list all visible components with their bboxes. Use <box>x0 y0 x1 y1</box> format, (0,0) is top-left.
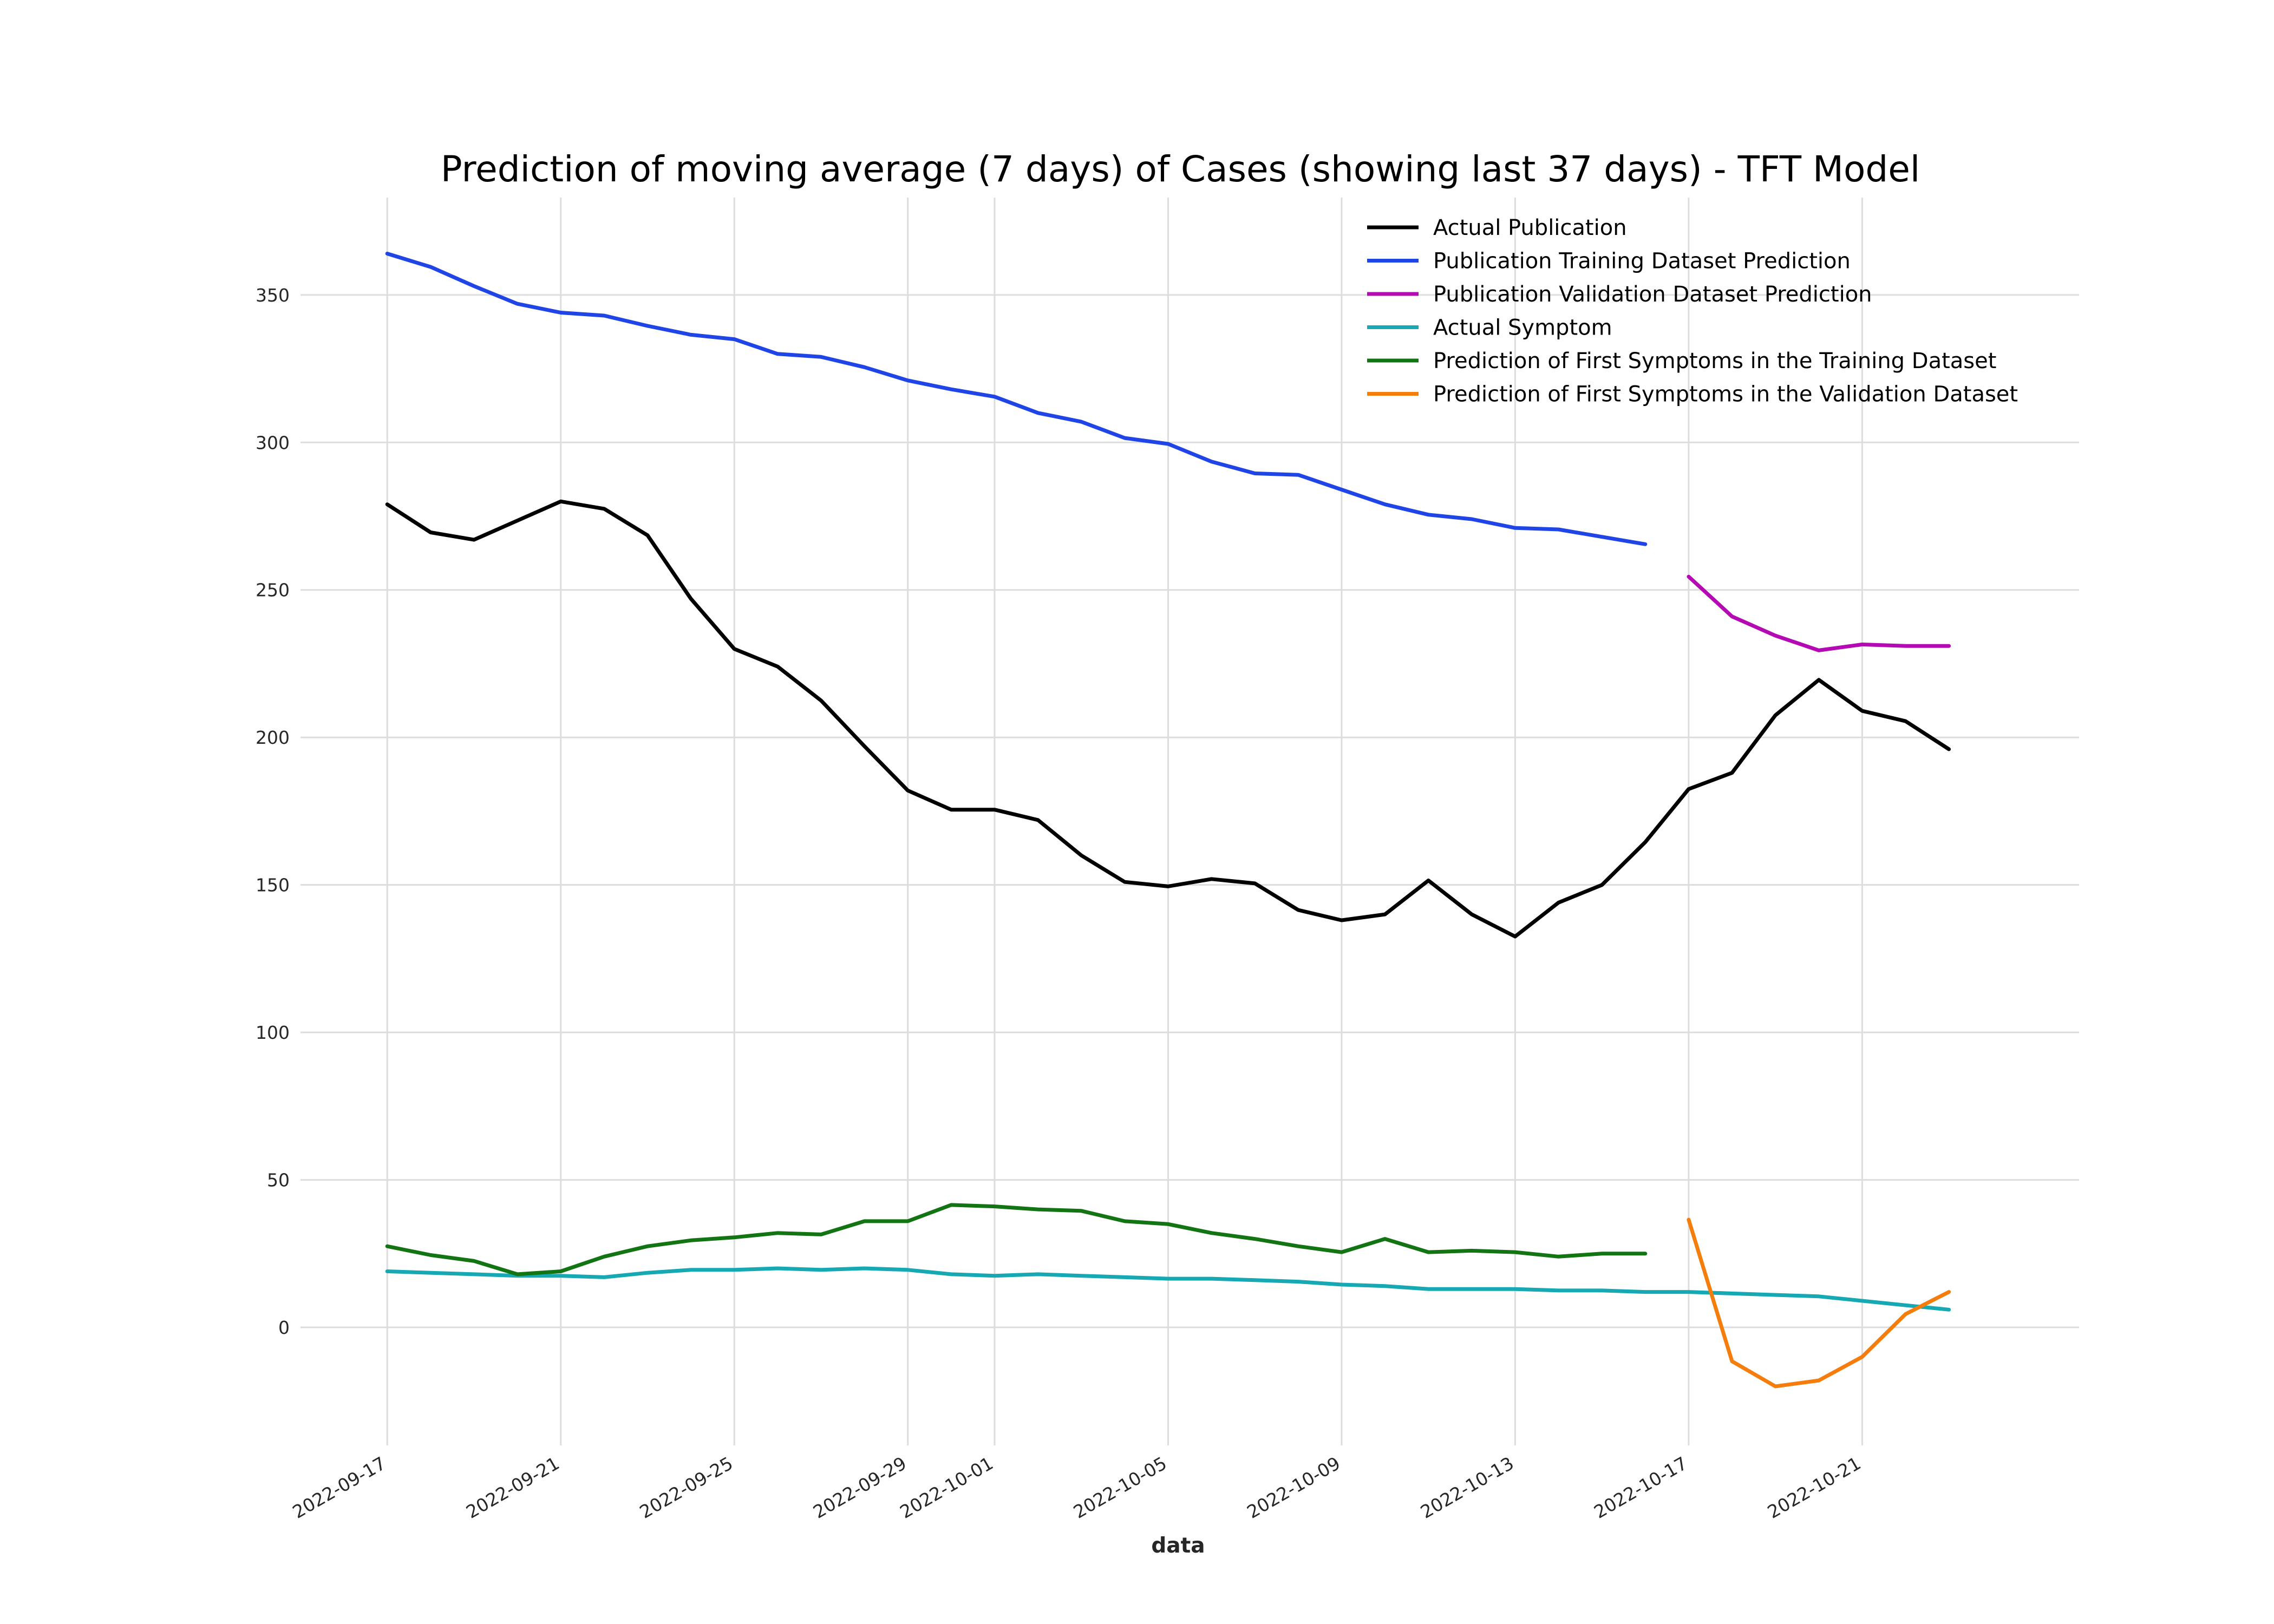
series-line-6 <box>1687 1217 1951 1389</box>
y-tick-label: 150 <box>256 875 290 896</box>
grid-layer <box>300 198 2079 1445</box>
y-tick-label: 350 <box>256 285 290 306</box>
x-tick-label: 2022-10-09 <box>1243 1452 1344 1523</box>
x-tick-label: 2022-10-05 <box>1070 1452 1171 1523</box>
series-line-3 <box>1687 574 1951 652</box>
x-tick-label: 2022-10-17 <box>1590 1452 1691 1523</box>
y-tick-label: 100 <box>256 1022 290 1043</box>
chart-title: Prediction of moving average (7 days) of… <box>441 148 1920 190</box>
legend-label: Actual Publication <box>1433 215 1627 240</box>
legend-label: Actual Symptom <box>1433 316 1612 340</box>
tick-layer: 0 50 100 150 200 250 300 350 2022-09-17 2022-09-2… <box>256 285 1864 1523</box>
series-layer <box>385 252 1951 1389</box>
x-tick-label: 2022-09-17 <box>289 1452 390 1523</box>
x-tick-label: 2022-09-29 <box>809 1452 910 1523</box>
x-tick-label: 2022-10-21 <box>1764 1452 1865 1523</box>
series-line-2 <box>385 252 1648 546</box>
series-line-1 <box>385 499 1951 939</box>
x-tick-label: 2022-09-21 <box>462 1452 563 1523</box>
y-tick-label: 200 <box>256 727 290 748</box>
x-tick-label: 2022-10-13 <box>1417 1452 1518 1523</box>
x-tick-label: 2022-09-25 <box>636 1452 737 1523</box>
legend-label: Prediction of First Symptoms in the Trai… <box>1433 349 1996 374</box>
x-axis-label: data <box>1151 1534 1205 1558</box>
x-tick-label: 2022-10-01 <box>896 1452 997 1523</box>
series-line-5 <box>385 1203 1648 1276</box>
legend-label: Publication Training Dataset Prediction <box>1433 249 1851 274</box>
series-line-4 <box>385 1266 1951 1312</box>
y-tick-label: 50 <box>267 1170 290 1191</box>
legend-label: Prediction of First Symptoms in the Vali… <box>1433 382 2018 407</box>
y-tick-label: 300 <box>256 432 290 453</box>
legend-label: Publication Validation Dataset Predictio… <box>1433 282 1872 307</box>
legend: Actual Publication Publication Training D… <box>1367 215 2018 407</box>
y-tick-label: 0 <box>278 1317 290 1338</box>
y-tick-label: 250 <box>256 580 290 601</box>
